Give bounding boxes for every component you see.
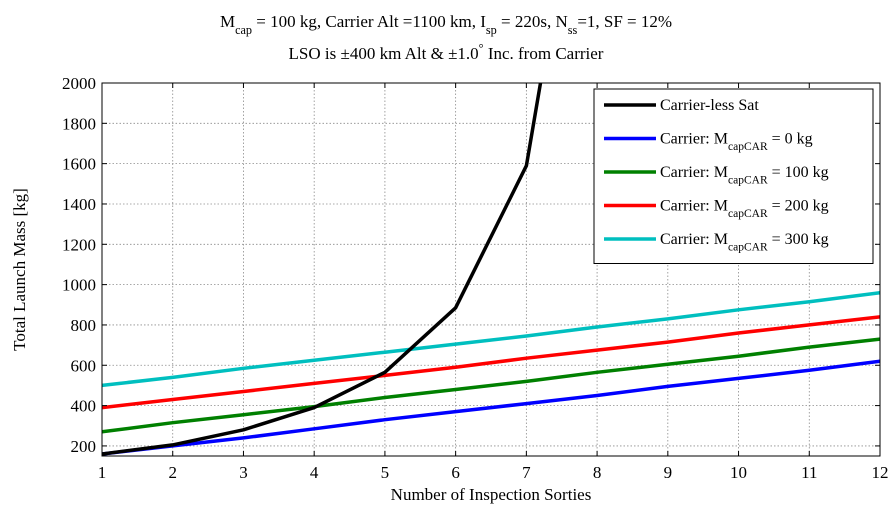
y-tick-label: 1400: [62, 195, 96, 214]
legend-box: [593, 88, 874, 264]
legend-label: Carrier: McapCAR = 100 kg: [660, 164, 829, 186]
legend-label-part: Carrier: M: [660, 131, 728, 148]
chart-title-line-part: ss: [568, 23, 578, 37]
x-tick-label: 10: [730, 463, 747, 482]
legend-label-part: Carrier-less Sat: [660, 97, 759, 114]
y-tick-label: 1200: [62, 235, 96, 254]
x-tick-label: 4: [310, 463, 319, 482]
plot-frame: [101, 82, 881, 457]
legend-label: Carrier: McapCAR = 200 kg: [660, 198, 829, 220]
y-tick-label: 800: [71, 316, 97, 335]
x-tick-label: 8: [593, 463, 602, 482]
chart-title-line-part: LSO is ±400 km Alt & ±1.0: [289, 44, 479, 63]
legend-label: Carrier-less Sat: [660, 97, 759, 114]
y-tick-label: 200: [71, 437, 97, 456]
legend-label-part: = 0 kg: [768, 131, 813, 148]
legend-label: Carrier: McapCAR = 300 kg: [660, 231, 829, 253]
legend-label-part: capCAR: [728, 208, 768, 220]
legend-label-part: Carrier: M: [660, 164, 728, 181]
x-tick-label: 6: [451, 463, 460, 482]
x-axis-label: Number of Inspection Sorties: [391, 485, 592, 504]
series-line: [102, 83, 543, 456]
y-tick-label: 1600: [62, 155, 96, 174]
x-tick-label: 1: [98, 463, 107, 482]
y-tick-label: 600: [71, 356, 97, 375]
legend-label-part: = 300 kg: [768, 231, 829, 248]
legend-label-part: = 200 kg: [768, 198, 829, 215]
x-tick-label: 12: [872, 463, 889, 482]
chart-title-line-part: =1, SF = 12%: [577, 12, 672, 31]
chart-title-line-part: °: [479, 41, 484, 55]
chart-title-line: LSO is ±400 km Alt & ±1.0° Inc. from Car…: [289, 41, 604, 63]
y-tick-label: 1800: [62, 114, 96, 133]
chart-title-line-part: = 220s, N: [497, 12, 568, 31]
grid-lines: [102, 83, 880, 456]
x-tick-label: 5: [381, 463, 390, 482]
x-tick-label: 9: [664, 463, 673, 482]
chart-title-line-part: = 100 kg, Carrier Alt =1100 km, I: [252, 12, 486, 31]
x-tick-label: 2: [168, 463, 177, 482]
chart-title-line-part: cap: [235, 23, 252, 37]
x-tick-label: 11: [801, 463, 817, 482]
series-line: [102, 290, 880, 388]
axis-ticks: 1 2 3 4 5 6 7 8 9 10 11 122004006008001000120014001…: [62, 74, 889, 482]
chart-title: Mcap = 100 kg, Carrier Alt =1100 km, Isp…: [220, 12, 672, 63]
series-lines: [102, 83, 880, 456]
series-line: [102, 337, 880, 434]
legend-label: Carrier: McapCAR = 0 kg: [660, 131, 813, 153]
legend-label-part: Carrier: M: [660, 231, 728, 248]
legend-label-part: capCAR: [728, 141, 768, 153]
y-tick-label: 1000: [62, 276, 96, 295]
chart-title-line: Mcap = 100 kg, Carrier Alt =1100 km, Isp…: [220, 12, 672, 37]
series-line: [102, 315, 880, 410]
chart-title-line-part: M: [220, 12, 235, 31]
y-axis-label: Total Launch Mass [kg]: [10, 188, 29, 351]
x-tick-label: 7: [522, 463, 531, 482]
legend-label-part: capCAR: [728, 174, 768, 186]
chart-title-line-part: Inc. from Carrier: [484, 44, 604, 63]
x-tick-label: 3: [239, 463, 248, 482]
y-tick-label: 400: [71, 397, 97, 416]
legend-label-part: Carrier: M: [660, 198, 728, 215]
legend-label-part: = 100 kg: [768, 164, 829, 181]
y-tick-label: 2000: [62, 74, 96, 93]
series-line: [102, 359, 880, 456]
chart-title-line-part: sp: [486, 23, 497, 37]
legend-label-part: capCAR: [728, 241, 768, 253]
